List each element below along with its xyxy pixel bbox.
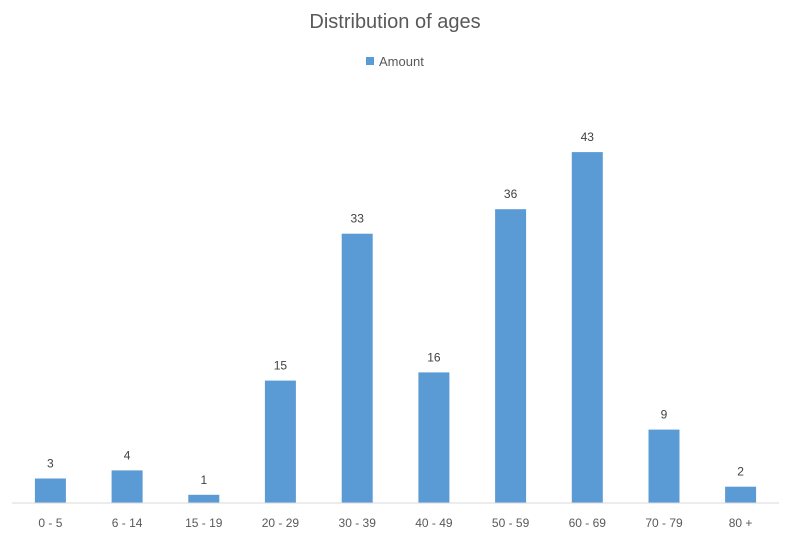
legend: Amount bbox=[366, 54, 424, 69]
data-label: 36 bbox=[504, 187, 518, 201]
bar bbox=[418, 372, 450, 503]
bar bbox=[341, 233, 373, 503]
data-label: 43 bbox=[581, 130, 595, 144]
data-label: 1 bbox=[200, 473, 207, 487]
bar bbox=[264, 380, 296, 503]
x-tick-label: 80 + bbox=[729, 516, 753, 530]
x-tick-label: 40 - 49 bbox=[415, 516, 453, 530]
bar-series bbox=[34, 152, 757, 503]
bar bbox=[188, 494, 220, 503]
data-label: 3 bbox=[47, 457, 54, 471]
x-axis-tick-labels: 0 - 5 6 - 14 15 - 19 20 - 29 30 - 39 40 - 49 5… bbox=[38, 516, 752, 530]
legend-label: Amount bbox=[379, 54, 424, 69]
bar bbox=[725, 486, 757, 503]
bar bbox=[495, 209, 527, 503]
bar bbox=[571, 152, 603, 503]
x-tick-label: 60 - 69 bbox=[569, 516, 607, 530]
bar bbox=[34, 478, 66, 503]
x-tick-label: 15 - 19 bbox=[185, 516, 223, 530]
x-tick-label: 20 - 29 bbox=[262, 516, 300, 530]
bar bbox=[648, 429, 680, 503]
legend-swatch bbox=[366, 57, 374, 65]
x-tick-label: 70 - 79 bbox=[645, 516, 683, 530]
data-label: 9 bbox=[661, 408, 668, 422]
chart-title: Distribution of ages bbox=[309, 11, 480, 33]
x-tick-label: 30 - 39 bbox=[339, 516, 377, 530]
bar bbox=[111, 470, 143, 503]
data-labels: 3 4 1 15 33 16 36 43 9 2 bbox=[47, 130, 744, 487]
data-label: 15 bbox=[274, 359, 288, 373]
data-label: 2 bbox=[737, 465, 744, 479]
data-label: 33 bbox=[351, 212, 365, 226]
x-tick-label: 50 - 59 bbox=[492, 516, 530, 530]
data-label: 16 bbox=[427, 350, 441, 364]
x-tick-label: 6 - 14 bbox=[112, 516, 143, 530]
data-label: 4 bbox=[124, 448, 131, 462]
x-tick-label: 0 - 5 bbox=[38, 516, 62, 530]
